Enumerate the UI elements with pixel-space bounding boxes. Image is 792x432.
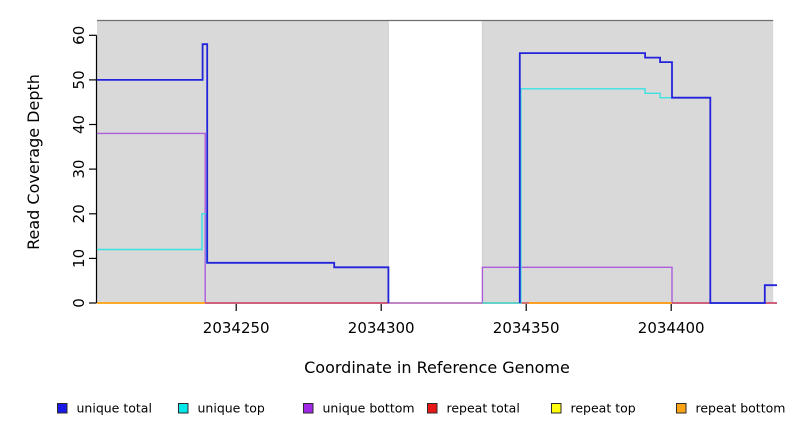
legend-label: unique total <box>77 401 152 416</box>
plot-background-layer <box>97 19 774 304</box>
series-lines <box>97 43 777 304</box>
y-tick-label: 30 <box>70 160 88 179</box>
legend-swatch-unique-total <box>57 403 68 414</box>
legend-label: unique bottom <box>323 401 415 416</box>
legend-item-repeat-total: repeat total <box>427 401 520 416</box>
legend-swatch-repeat-total <box>427 403 438 414</box>
legend-label: repeat top <box>571 401 636 416</box>
legend-item-unique-top: unique top <box>178 401 265 416</box>
y-tick-label: 60 <box>70 26 88 45</box>
legend-swatch-unique-top <box>178 403 189 414</box>
legend-item-repeat-bottom: repeat bottom <box>676 401 786 416</box>
y-tick-label: 0 <box>70 298 88 308</box>
coverage-region-2 <box>482 21 774 304</box>
legend-swatch-repeat-bottom <box>676 403 687 414</box>
y-tick-label: 50 <box>70 70 88 89</box>
x-axis-title: Coordinate in Reference Genome <box>304 358 570 377</box>
legend-item-repeat-top: repeat top <box>551 401 636 416</box>
axes-layer: 0 10 20 30 40 50 60 2034250 2034300 2034350 203440… <box>70 26 705 337</box>
y-axis-title: Read Coverage Depth <box>24 74 43 250</box>
y-tick-label: 10 <box>70 249 88 268</box>
legend-swatch-unique-bottom <box>303 403 314 414</box>
legend-label: unique top <box>198 401 265 416</box>
x-tick-label: 2034400 <box>638 319 705 337</box>
legend: unique total unique top unique bottom repea… <box>57 401 786 416</box>
y-tick-label: 40 <box>70 115 88 134</box>
legend-swatch-repeat-top <box>551 403 562 414</box>
coverage-region-1 <box>97 21 389 304</box>
legend-label: repeat bottom <box>696 401 786 416</box>
legend-item-unique-total: unique total <box>57 401 152 416</box>
series-line-unique-total <box>97 43 390 303</box>
x-tick-label: 2034300 <box>348 319 415 337</box>
x-tick-label: 2034250 <box>203 319 270 337</box>
legend-label: repeat total <box>447 401 520 416</box>
legend-item-unique-bottom: unique bottom <box>303 401 415 416</box>
x-tick-label: 2034350 <box>493 319 560 337</box>
series-line-unique-total <box>518 52 777 304</box>
y-tick-label: 20 <box>70 204 88 223</box>
series-line-unique-bottom <box>97 132 777 304</box>
